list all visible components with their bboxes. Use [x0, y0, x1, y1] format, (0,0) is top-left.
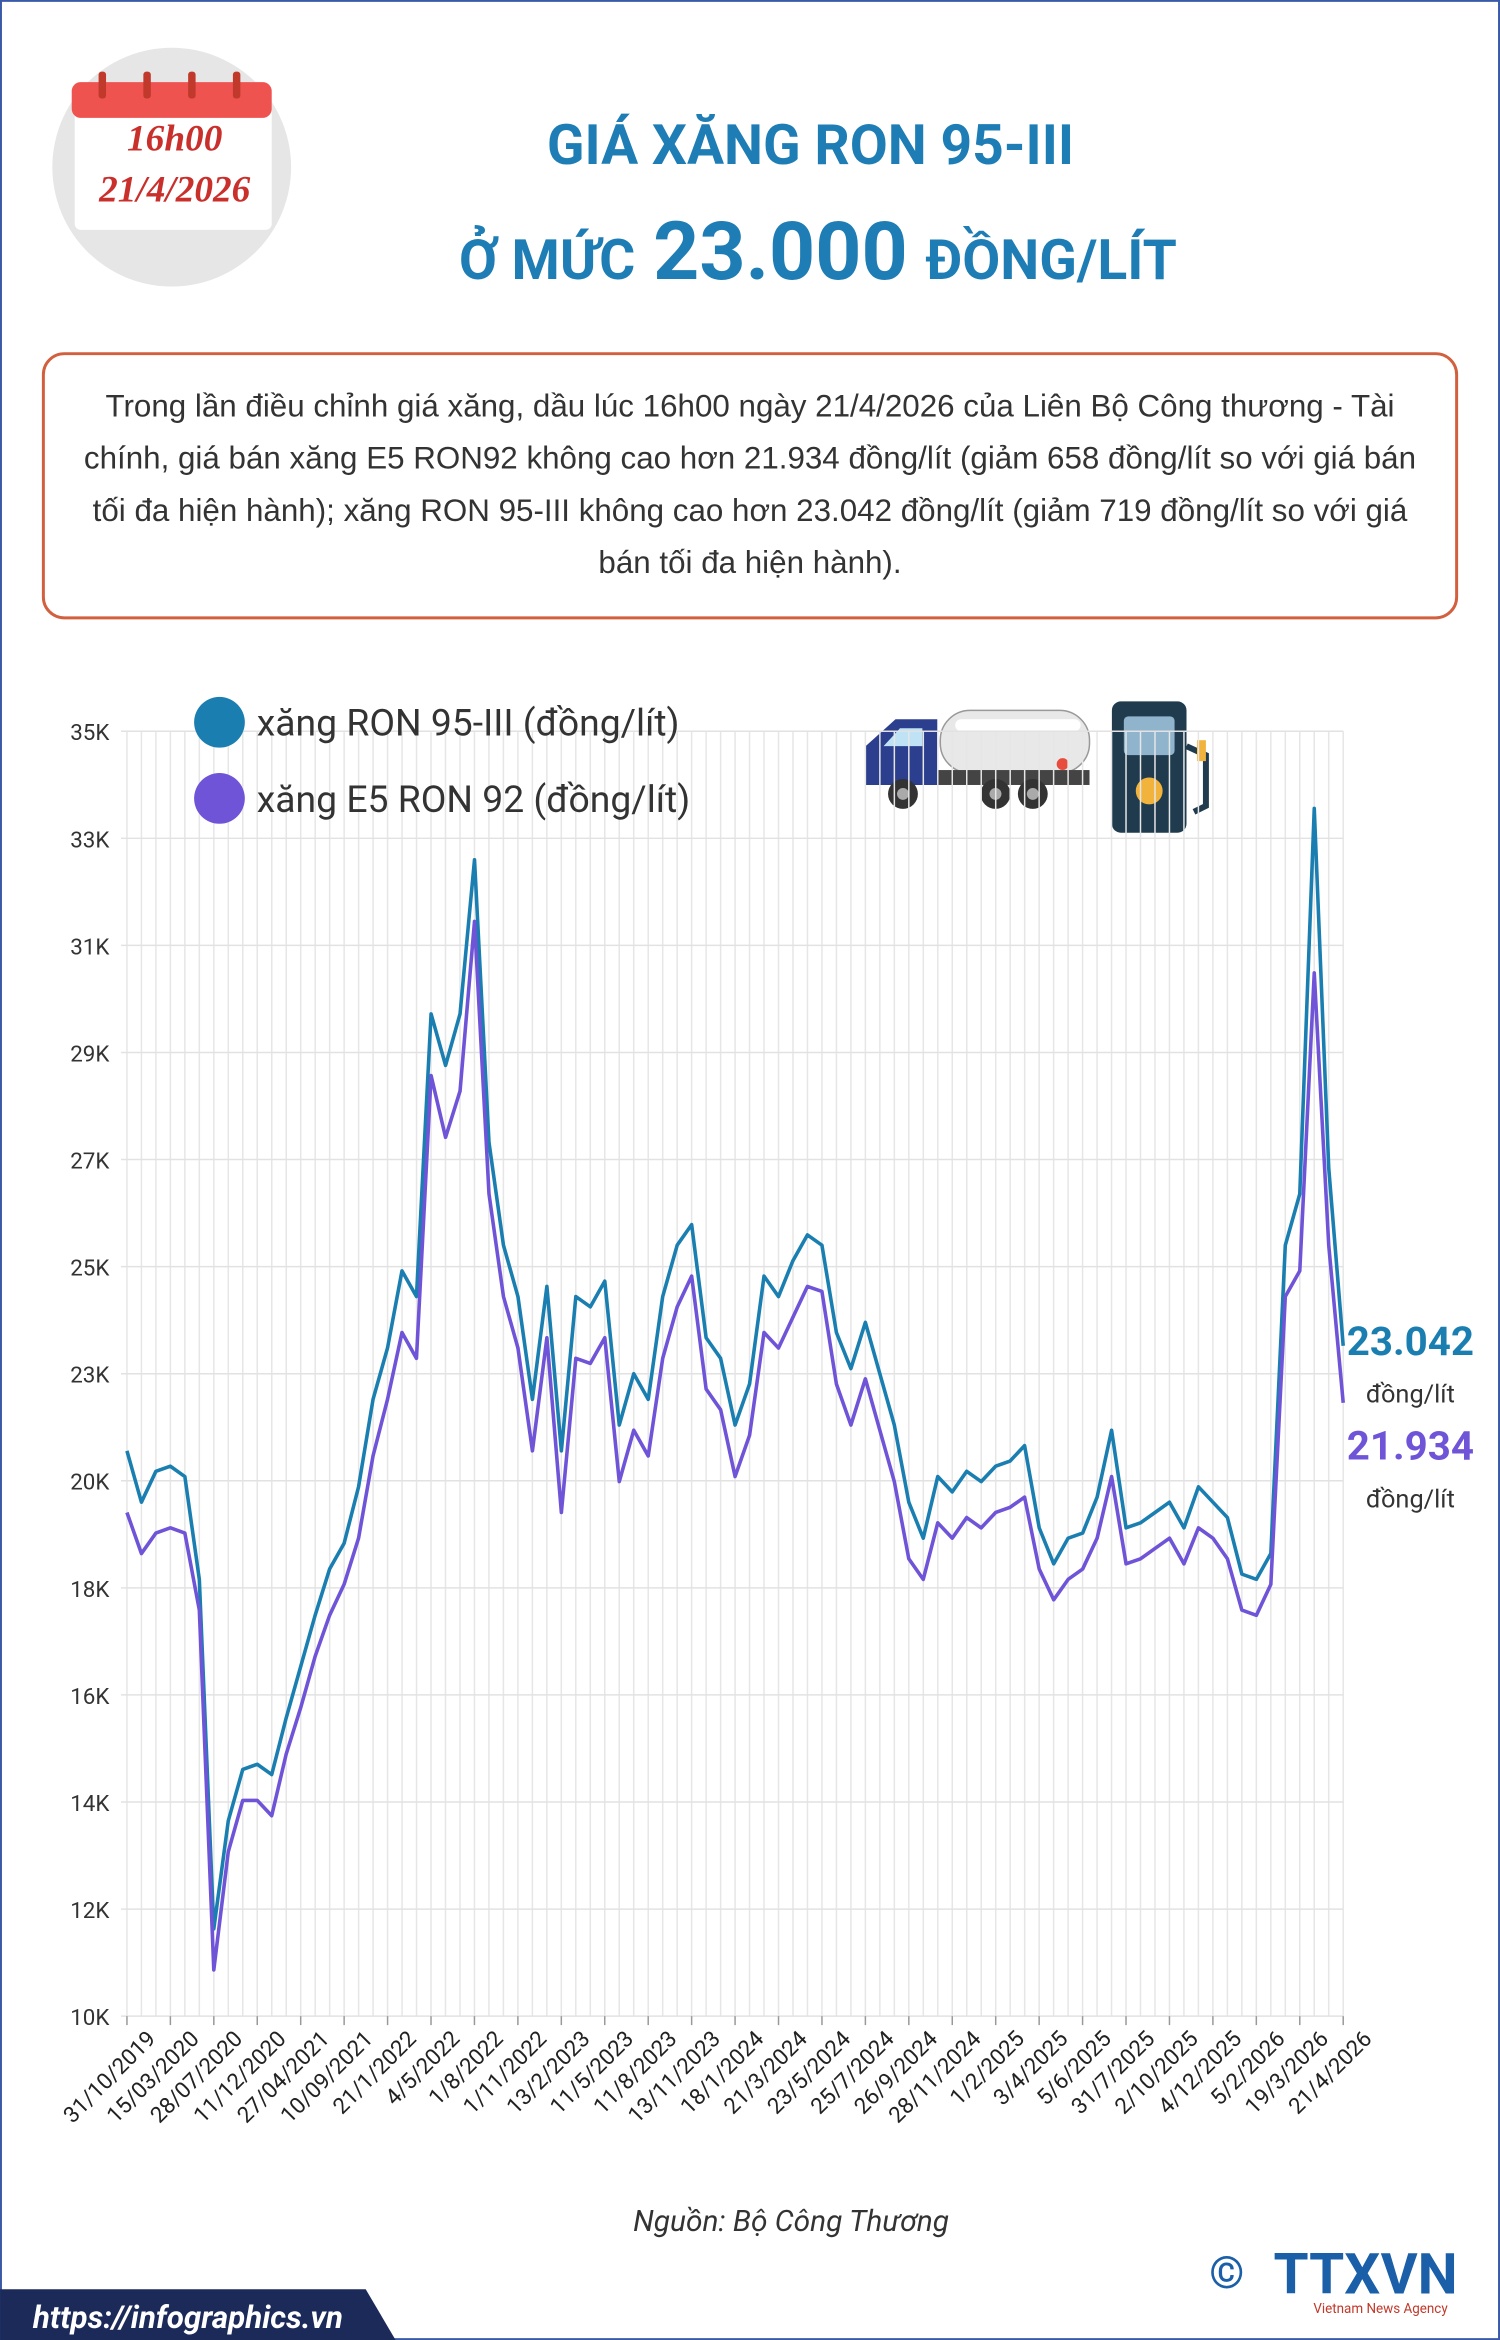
title-line1: GIÁ XĂNG RON 95-III — [547, 113, 1074, 178]
series-line — [125, 806, 1345, 1931]
header-date: 21/4/2026 — [98, 169, 251, 210]
title-prefix: Ở MỨC — [459, 225, 635, 293]
title-line2: Ở MỨC 23.000 ĐỒNG/LÍT — [459, 204, 1177, 299]
end-unit-label: đồng/lít — [1366, 1380, 1455, 1410]
y-tick-label: 12K — [70, 1898, 110, 1924]
end-value-label: 21.934 — [1347, 1423, 1474, 1470]
legend-marker — [194, 773, 245, 824]
y-tick-label: 18K — [70, 1577, 110, 1603]
series-line — [125, 919, 1345, 1972]
source: Nguồn: Bộ Công Thương — [633, 2204, 949, 2239]
logo: TTXVN — [1274, 2241, 1458, 2308]
footer-bar — [0, 2289, 396, 2340]
y-tick-label: 16K — [70, 1684, 110, 1710]
y-tick-label: 27K — [70, 1148, 110, 1174]
legend-label: xăng E5 RON 92 (đồng/lít) — [257, 778, 690, 822]
description-box — [41, 352, 1459, 620]
title-unit: ĐỒNG/LÍT — [926, 226, 1177, 293]
end-value-label: 23.042 — [1347, 1318, 1474, 1365]
header-time: 16h00 — [127, 119, 222, 160]
y-tick-label: 31K — [70, 934, 110, 960]
y-tick-label: 14K — [70, 1791, 110, 1817]
end-unit-label: đồng/lít — [1366, 1484, 1455, 1514]
legend-marker — [194, 696, 245, 748]
y-tick-label: 29K — [70, 1041, 110, 1067]
title-price: 23.000 — [653, 204, 908, 299]
description: Trong lần điều chỉnh giá xăng, dầu lúc 1… — [83, 389, 1417, 581]
calendar-icon — [52, 47, 292, 287]
y-tick-label: 23K — [70, 1363, 110, 1389]
y-tick-label: 10K — [70, 2005, 110, 2031]
y-tick-label: 25K — [70, 1256, 110, 1282]
y-tick-label: 35K — [70, 720, 110, 746]
y-tick-label: 33K — [70, 827, 110, 853]
legend-label: xăng RON 95-III (đồng/lít) — [257, 702, 680, 746]
description-holder: Trong lần điều chỉnh giá xăng, dầu lúc 1… — [83, 389, 1417, 581]
fuel-pump-icon — [1111, 701, 1209, 833]
logo-subtitle: Vietnam News Agency — [1313, 2302, 1448, 2317]
copyright: © — [1209, 2246, 1244, 2299]
footer-url: https://infographics.vn — [32, 2299, 343, 2336]
y-tick-label: 20K — [70, 1470, 110, 1496]
